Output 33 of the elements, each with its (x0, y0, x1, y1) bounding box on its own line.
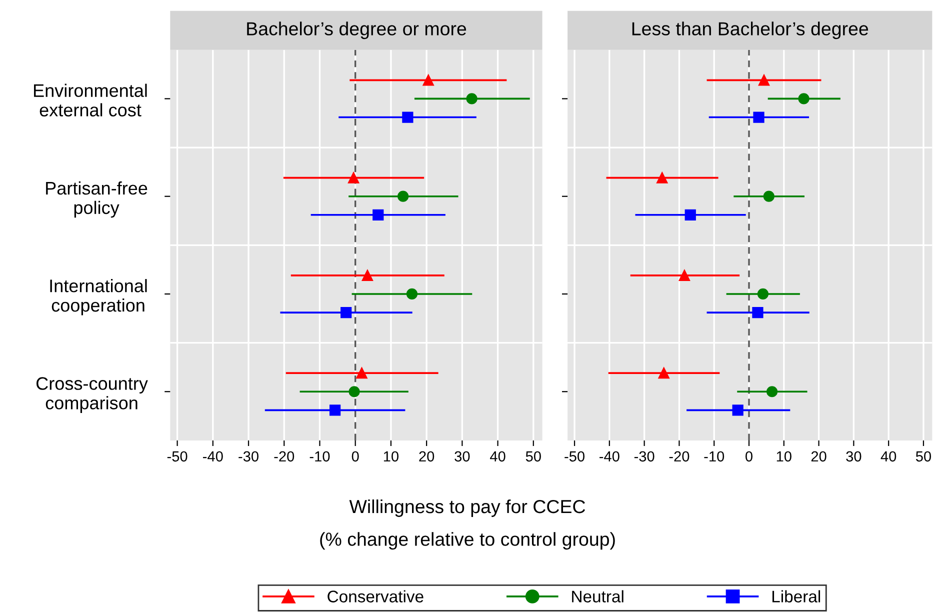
x-axis-title: Willingness to pay for CCEC (349, 499, 586, 517)
legend-label: Liberal (772, 590, 820, 602)
x-tick-label: -50 (564, 451, 584, 462)
x-tick-label: 20 (419, 451, 434, 462)
y-tick-label: Cross-country comparison (36, 377, 148, 413)
x-tick-label: 30 (454, 451, 470, 462)
x-tick-label: -30 (634, 451, 654, 462)
chart-title: Bachelor’s degree or more (247, 22, 466, 40)
x-tick-label: 10 (384, 451, 398, 462)
x-tick-label: 10 (776, 451, 792, 462)
x-tick-label: 0 (746, 451, 752, 462)
x-tick-label: 50 (526, 451, 541, 462)
x-tick-label: -20 (669, 451, 690, 462)
x-tick-label: 50 (916, 451, 932, 462)
legend-label: Neutral (572, 590, 624, 602)
x-tick-label: -20 (274, 451, 294, 462)
x-tick-label: 30 (846, 451, 862, 462)
x-tick-label: -40 (203, 451, 223, 462)
x-tick-label: -30 (238, 451, 258, 462)
x-tick-label: -40 (600, 451, 620, 462)
x-tick-label: 40 (490, 451, 506, 462)
x-tick-label: -10 (704, 451, 724, 462)
y-tick-label: Environmental external cost (34, 84, 147, 116)
text: (% change relative to control group) (320, 532, 615, 550)
x-tick-label: 40 (880, 451, 896, 462)
y-tick-label: International cooperation (50, 279, 147, 316)
legend-label: Conservative (328, 590, 424, 602)
x-tick-label: -50 (167, 451, 188, 462)
y-tick-label: Partisan-free policy (46, 181, 148, 218)
x-tick-label: 20 (811, 451, 826, 462)
x-tick-label: 0 (352, 451, 359, 462)
chart-title: Less than Bachelor’s degree (632, 22, 868, 40)
x-tick-label: -10 (310, 451, 330, 462)
